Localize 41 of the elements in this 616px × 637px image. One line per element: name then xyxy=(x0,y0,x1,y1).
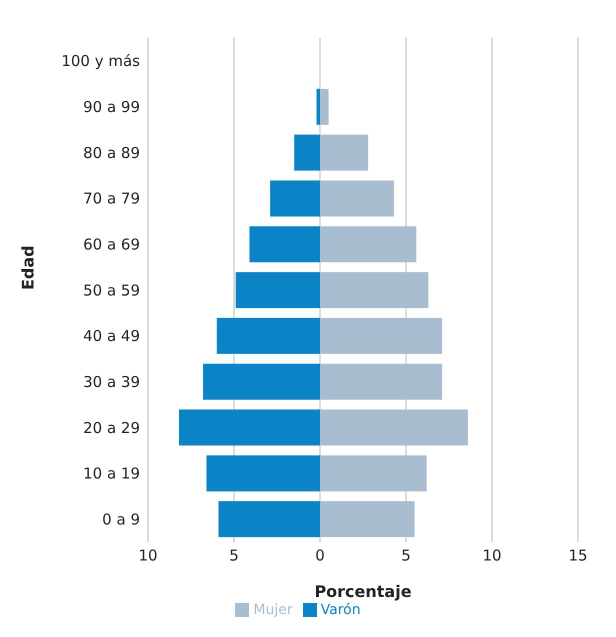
bar xyxy=(320,88,329,125)
x-tick-label: 10 xyxy=(482,546,502,565)
x-tick-label: 0 xyxy=(315,546,325,565)
bar xyxy=(320,410,468,446)
y-tick-label: 100 y más xyxy=(61,52,140,70)
bar xyxy=(320,364,442,400)
bar xyxy=(316,88,320,125)
bar xyxy=(294,134,320,171)
y-tick-label: 0 a 9 xyxy=(102,510,140,528)
y-tick-label: 20 a 29 xyxy=(83,418,140,437)
y-axis-title: Edad xyxy=(18,245,38,290)
legend-label: Varón xyxy=(320,602,361,618)
bar xyxy=(320,318,442,354)
bar xyxy=(320,134,368,171)
y-tick-label: 50 a 59 xyxy=(83,281,140,300)
bar xyxy=(320,501,415,538)
bar xyxy=(218,501,320,538)
bar xyxy=(270,180,320,216)
y-tick-label: 60 a 69 xyxy=(83,236,140,254)
x-tick-label: 10 xyxy=(138,546,158,565)
bar xyxy=(320,180,394,216)
x-tick-label: 15 xyxy=(568,546,588,565)
y-tick-label: 40 a 49 xyxy=(83,327,140,346)
y-tick-label: 70 a 79 xyxy=(83,190,140,208)
x-tick-label: 5 xyxy=(401,546,411,565)
legend-label: Mujer xyxy=(253,602,293,618)
y-tick-label: 80 a 89 xyxy=(83,144,140,162)
bar xyxy=(249,226,320,262)
y-tick-label: 10 a 19 xyxy=(83,464,140,483)
x-axis-title: Porcentaje xyxy=(314,582,412,601)
bar xyxy=(236,272,320,308)
y-tick-label: 30 a 39 xyxy=(83,372,140,391)
bar xyxy=(203,364,320,400)
bar xyxy=(320,272,428,308)
bar xyxy=(216,318,320,354)
x-tick-label: 5 xyxy=(229,546,239,565)
bar xyxy=(320,455,427,492)
bar xyxy=(178,410,320,446)
bar xyxy=(206,455,320,492)
y-tick-label: 90 a 99 xyxy=(83,98,140,116)
bar xyxy=(320,226,416,262)
